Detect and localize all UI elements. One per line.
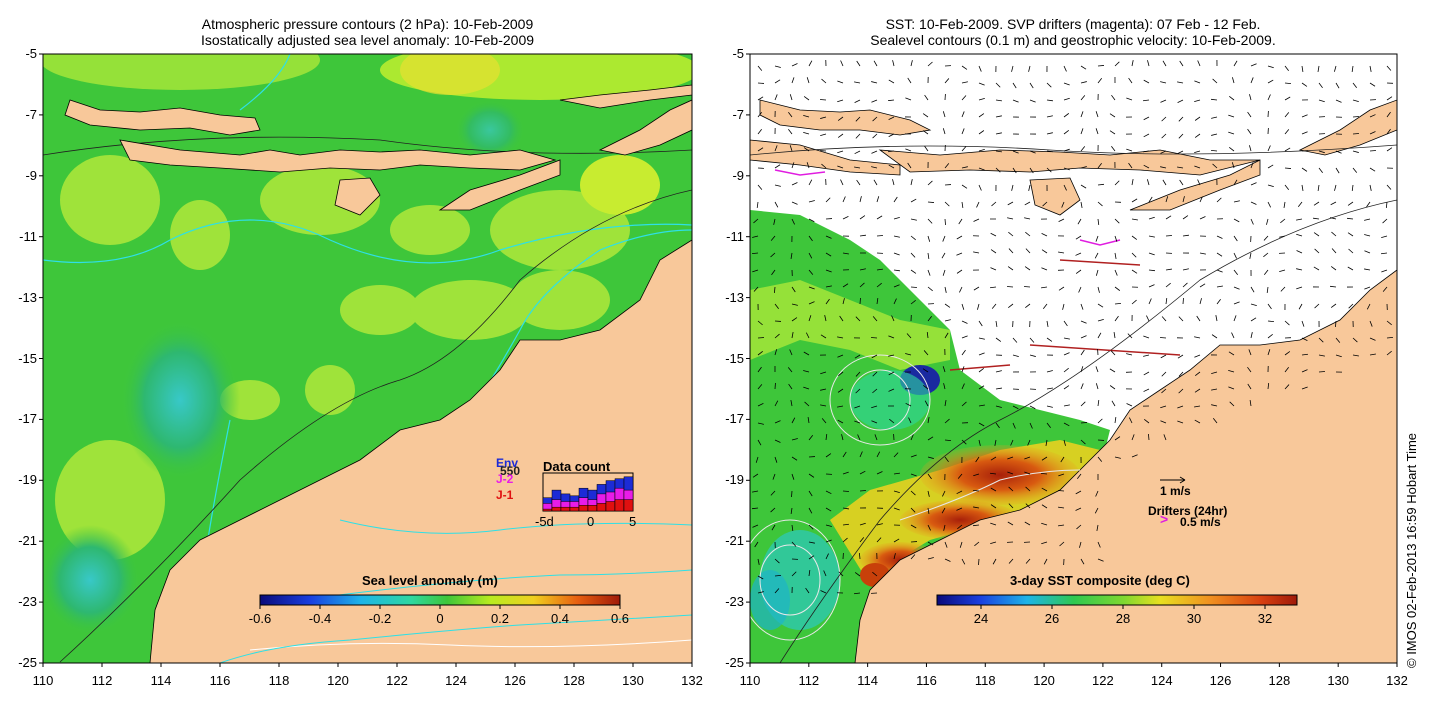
drifters-legend-label: Drifters (24hr)	[1148, 504, 1228, 518]
sla-colorbar	[259, 594, 621, 606]
sla-colorbar-tick: -0.4	[308, 611, 332, 626]
right-ytick-label: -25	[725, 655, 744, 670]
left-australia-land	[149, 239, 692, 663]
right-ytick-label: -15	[725, 350, 744, 366]
overlap-label: 550	[500, 464, 521, 478]
sla-colorbar-tick: 0.6	[610, 611, 630, 626]
left-ytick-label: -13	[18, 289, 37, 305]
right-ytick-label: -5	[732, 46, 744, 61]
left-xtick-label: 130	[622, 673, 644, 688]
data-count-xtick-2: 5	[629, 514, 637, 529]
sla-colorbar-tick: 0.2	[490, 611, 510, 626]
right-ytick-label: -19	[725, 472, 744, 488]
right-xtick-label: 132	[1386, 673, 1408, 688]
left-ytick-label: -17	[18, 411, 37, 427]
left-xtick-label: 132	[681, 673, 703, 688]
data-count-bar	[614, 499, 625, 512]
left-xtick-label: 126	[504, 673, 526, 688]
series-label-env: Env	[496, 456, 519, 470]
sst-colorbar-tick: 26	[1044, 611, 1060, 626]
right-ytick-label: -21	[725, 533, 744, 549]
left-ytick-label: -9	[25, 167, 37, 183]
sla-colorbar-title: Sea level anomaly (m)	[362, 573, 498, 588]
velocity-legend-arrow	[1160, 476, 1186, 484]
data-count-bar	[569, 506, 580, 512]
left-title-line2: Isostatically adjusted sea level anomaly…	[200, 32, 535, 48]
right-ytick-label: -13	[725, 289, 744, 305]
data-count-bar	[596, 503, 607, 512]
data-count-bar	[551, 506, 562, 512]
data-count-bar	[542, 508, 553, 512]
sla-colorbar-tick: -0.2	[368, 611, 392, 626]
data-count-bar	[623, 499, 634, 512]
right-xtick-label: 112	[798, 673, 820, 688]
sst-colorbar-tick: 28	[1115, 611, 1131, 626]
left-xtick-label: 112	[91, 673, 113, 688]
sst-colorbar-title: 3-day SST composite (deg C)	[1010, 573, 1190, 588]
left-ytick-label: -5	[25, 46, 37, 61]
sst-colorbar-tick: 24	[973, 611, 989, 626]
data-count-bar	[605, 501, 616, 512]
drifter-tracks	[774, 169, 1121, 246]
data-count-bar	[578, 505, 589, 512]
left-xtick-label: 114	[150, 673, 172, 688]
right-xtick-label: 122	[1092, 673, 1114, 688]
left-ytick-label: -11	[19, 228, 37, 244]
right-map	[750, 54, 1397, 663]
left-xtick-label: 116	[209, 673, 231, 688]
left-xtick-label: 120	[327, 673, 349, 688]
right-xtick-label: 130	[1327, 673, 1350, 688]
right-xtick-label: 126	[1209, 673, 1232, 688]
sst-colorbar-tick: 32	[1257, 611, 1273, 626]
right-ytick-label: -23	[725, 594, 744, 610]
right-xtick-label: 118	[974, 673, 996, 688]
left-ytick-label: -21	[18, 533, 37, 549]
right-ytick-label: -17	[725, 411, 744, 427]
left-ytick-label: -23	[18, 594, 37, 610]
right-ytick-label: -11	[726, 228, 744, 244]
copyright-text: © IMOS 02-Feb-2013 16:59 Hobart Time	[1404, 432, 1419, 668]
left-ytick-label: -25	[18, 655, 37, 670]
sst-colorbar	[936, 594, 1298, 606]
right-title-line1: SST: 10-Feb-2009. SVP drifters (magenta)…	[885, 16, 1261, 32]
data-count-bar	[587, 505, 598, 512]
drifters-speed-label: 0.5 m/s	[1180, 515, 1221, 529]
data-count-inset	[542, 472, 634, 512]
left-xtick-label: 110	[32, 673, 54, 688]
right-ytick-label: -7	[732, 106, 744, 122]
right-xtick-label: 110	[739, 673, 761, 688]
velocity-legend-label: 1 m/s	[1160, 484, 1191, 498]
right-xtick-label: 114	[857, 673, 878, 688]
left-ytick-label: -15	[18, 350, 37, 366]
series-label-j2: J-2	[496, 472, 514, 486]
left-xtick-label: 128	[563, 673, 585, 688]
right-xtick-label: 128	[1268, 673, 1291, 688]
left-xtick-label: 124	[445, 673, 467, 688]
sla-colorbar-tick: 0.4	[550, 611, 570, 626]
left-map	[43, 54, 692, 663]
right-xtick-label: 124	[1150, 673, 1173, 688]
left-ytick-label: -7	[25, 106, 37, 122]
data-count-xtick-0: -5d	[535, 514, 554, 529]
left-xtick-label: 118	[268, 673, 290, 688]
left-xtick-label: 122	[386, 673, 408, 688]
left-ytick-label: -19	[18, 472, 37, 488]
data-count-xtick-1: 0	[587, 514, 595, 529]
sla-colorbar-tick: -0.6	[248, 611, 272, 626]
right-ytick-label: -9	[732, 167, 744, 183]
sst-colorbar-tick: 30	[1186, 611, 1202, 626]
data-count-title: Data count	[543, 459, 611, 474]
right-xtick-label: 116	[916, 673, 937, 688]
right-xtick-label: 120	[1033, 673, 1055, 688]
data-count-bar	[560, 506, 571, 512]
sla-colorbar-tick: 0	[436, 611, 444, 626]
series-label-j1: J-1	[496, 488, 514, 502]
right-title-line2: Sealevel contours (0.1 m) and geostrophi…	[870, 32, 1276, 48]
drifter-symbol: >	[1160, 511, 1168, 527]
left-title-line1: Atmospheric pressure contours (2 hPa): 1…	[201, 16, 534, 32]
